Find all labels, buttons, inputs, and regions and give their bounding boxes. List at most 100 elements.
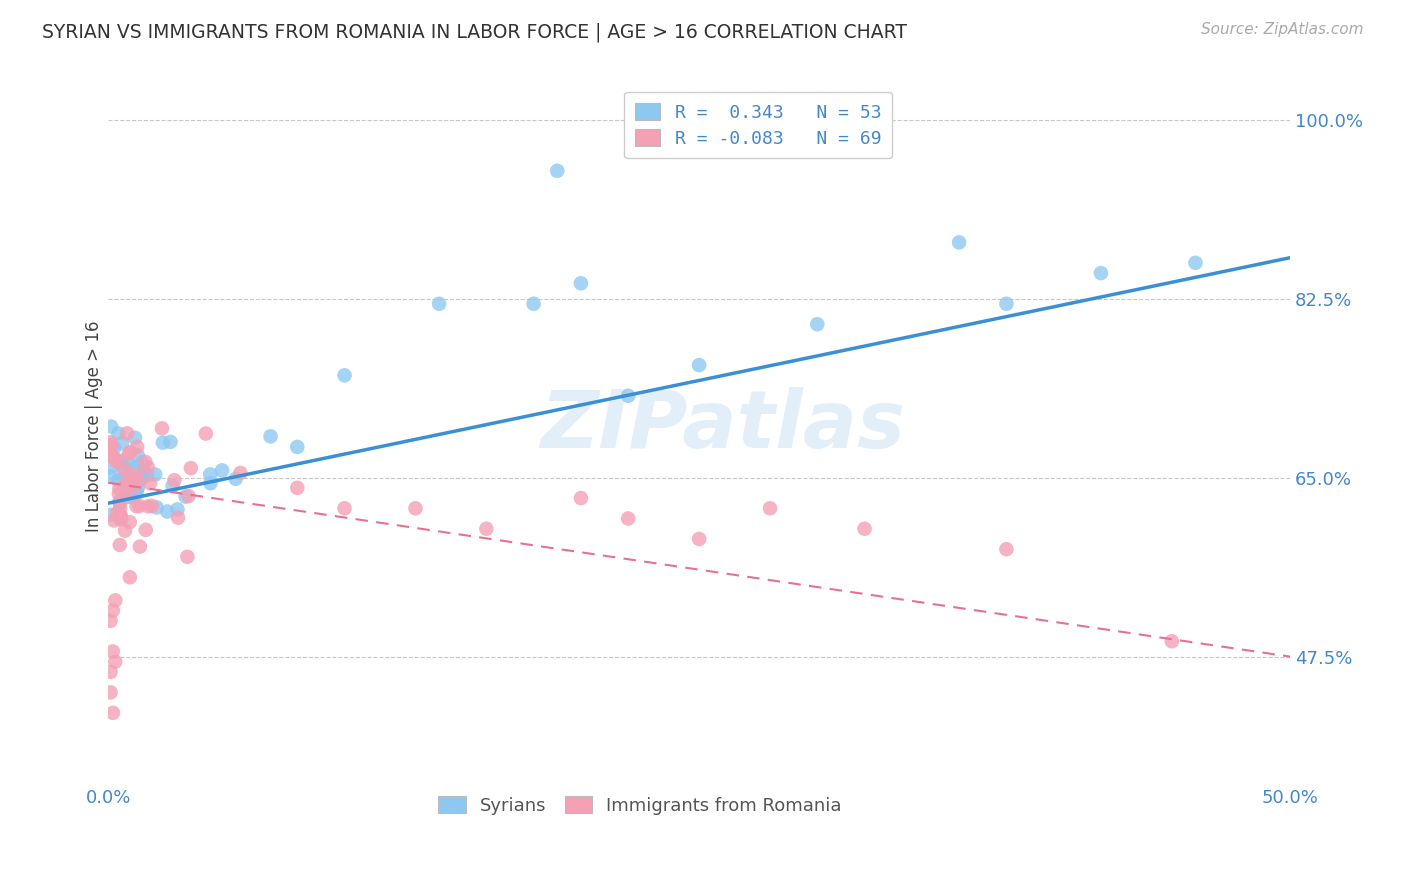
- Point: [150, 421, 173, 435]
- Point: [948, 235, 970, 250]
- Point: [104, 593, 127, 607]
- Point: [617, 389, 640, 403]
- Point: [111, 436, 134, 450]
- Point: [117, 490, 139, 504]
- Point: [118, 476, 141, 491]
- Point: [118, 515, 141, 529]
- Point: [111, 460, 134, 475]
- Point: [108, 538, 131, 552]
- Point: [100, 449, 122, 463]
- Text: SYRIAN VS IMMIGRANTS FROM ROMANIA IN LABOR FORCE | AGE > 16 CORRELATION CHART: SYRIAN VS IMMIGRANTS FROM ROMANIA IN LAB…: [42, 22, 907, 42]
- Point: [118, 469, 141, 483]
- Point: [112, 471, 135, 485]
- Point: [108, 510, 131, 524]
- Point: [853, 522, 876, 536]
- Point: [141, 499, 163, 513]
- Point: [100, 614, 122, 628]
- Point: [136, 460, 159, 475]
- Point: [124, 431, 146, 445]
- Point: [167, 510, 190, 524]
- Point: [100, 469, 122, 483]
- Point: [759, 501, 782, 516]
- Point: [177, 489, 200, 503]
- Point: [125, 499, 148, 513]
- Point: [131, 455, 153, 469]
- Point: [108, 487, 131, 501]
- Point: [107, 426, 129, 441]
- Point: [115, 426, 138, 441]
- Point: [100, 508, 122, 522]
- Point: [200, 476, 222, 491]
- Point: [523, 297, 546, 311]
- Point: [125, 467, 148, 482]
- Text: ZIPatlas: ZIPatlas: [540, 387, 905, 466]
- Point: [110, 508, 132, 522]
- Point: [688, 358, 710, 372]
- Point: [259, 429, 281, 443]
- Legend: Syrians, Immigrants from Romania: Syrians, Immigrants from Romania: [427, 785, 852, 825]
- Point: [134, 463, 156, 477]
- Point: [100, 438, 122, 452]
- Point: [152, 435, 174, 450]
- Point: [117, 458, 139, 472]
- Point: [105, 507, 128, 521]
- Point: [101, 603, 124, 617]
- Point: [101, 450, 124, 464]
- Point: [101, 644, 124, 658]
- Point: [200, 467, 222, 482]
- Point: [118, 446, 141, 460]
- Point: [225, 472, 247, 486]
- Point: [159, 434, 181, 449]
- Point: [100, 685, 122, 699]
- Point: [1184, 256, 1206, 270]
- Point: [546, 163, 568, 178]
- Point: [617, 511, 640, 525]
- Point: [100, 447, 122, 461]
- Point: [127, 440, 149, 454]
- Point: [118, 570, 141, 584]
- Point: [333, 501, 356, 516]
- Point: [136, 468, 159, 483]
- Point: [136, 500, 159, 514]
- Point: [104, 655, 127, 669]
- Point: [156, 504, 179, 518]
- Point: [100, 435, 122, 450]
- Point: [107, 473, 129, 487]
- Point: [333, 368, 356, 383]
- Point: [101, 706, 124, 720]
- Point: [105, 453, 128, 467]
- Point: [176, 549, 198, 564]
- Point: [103, 514, 125, 528]
- Point: [135, 523, 157, 537]
- Point: [112, 462, 135, 476]
- Point: [285, 481, 308, 495]
- Point: [806, 317, 828, 331]
- Point: [100, 665, 122, 679]
- Y-axis label: In Labor Force | Age > 16: In Labor Force | Age > 16: [86, 321, 103, 533]
- Point: [120, 445, 142, 459]
- Point: [127, 474, 149, 488]
- Point: [1090, 266, 1112, 280]
- Point: [194, 426, 217, 441]
- Point: [122, 480, 145, 494]
- Point: [139, 476, 162, 491]
- Point: [117, 472, 139, 486]
- Point: [475, 522, 498, 536]
- Point: [110, 512, 132, 526]
- Point: [995, 297, 1018, 311]
- Point: [180, 461, 202, 475]
- Point: [108, 497, 131, 511]
- Point: [211, 463, 233, 477]
- Text: Source: ZipAtlas.com: Source: ZipAtlas.com: [1201, 22, 1364, 37]
- Point: [125, 487, 148, 501]
- Point: [569, 277, 592, 291]
- Point: [127, 481, 149, 495]
- Point: [105, 455, 128, 469]
- Point: [103, 441, 125, 455]
- Point: [114, 524, 136, 538]
- Point: [1160, 634, 1182, 648]
- Point: [404, 501, 426, 516]
- Point: [108, 482, 131, 496]
- Point: [427, 297, 450, 311]
- Point: [569, 491, 592, 505]
